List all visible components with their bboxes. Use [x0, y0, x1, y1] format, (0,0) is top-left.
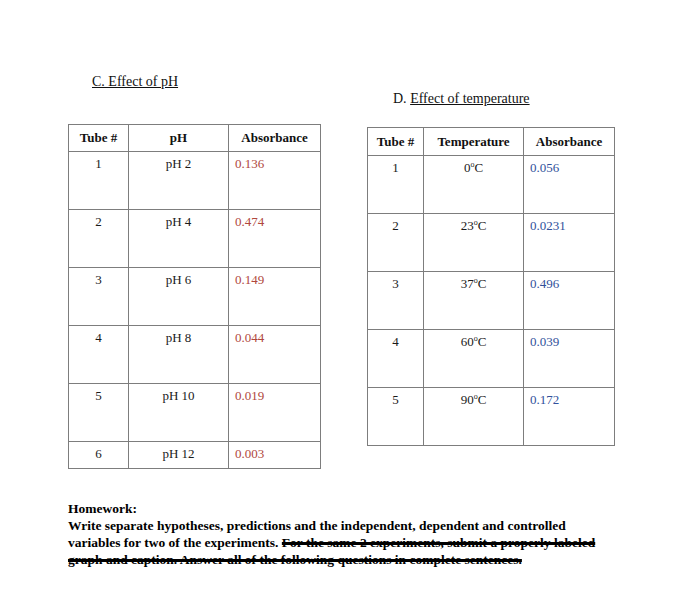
tube-cell: 3 — [368, 272, 424, 330]
temperature-cell: 0oC — [424, 156, 524, 214]
absorbance-cell: 0.019 — [229, 384, 321, 442]
homework-body: Write separate hypotheses, predictions a… — [68, 517, 608, 568]
ph-header-absorbance: Absorbance — [229, 125, 321, 152]
ph-cell: pH 6 — [129, 268, 229, 326]
absorbance-cell: 0.003 — [229, 442, 321, 469]
absorbance-cell: 0.149 — [229, 268, 321, 326]
section-d-title: D. Effect of temperature — [393, 91, 530, 107]
table-row: 4 pH 8 0.044 — [69, 326, 321, 384]
ph-table: Tube # pH Absorbance 1 pH 2 0.136 2 pH 4… — [68, 124, 321, 469]
tube-cell: 1 — [69, 152, 129, 210]
homework-heading: Homework: — [68, 500, 608, 517]
section-d-label: Effect of temperature — [410, 91, 529, 106]
ph-header-ph: pH — [129, 125, 229, 152]
temperature-cell: 60oC — [424, 330, 524, 388]
temperature-cell: 90oC — [424, 388, 524, 446]
document-page: C. Effect of pH D. Effect of temperature… — [0, 0, 700, 590]
temp-header-absorbance: Absorbance — [524, 128, 615, 156]
ph-cell: pH 2 — [129, 152, 229, 210]
table-row: 6 pH 12 0.003 — [69, 442, 321, 469]
table-row: 2 23oC 0.0231 — [368, 214, 615, 272]
unit-label: C — [478, 218, 487, 233]
temp-header-temperature: Temperature — [424, 128, 524, 156]
ph-cell: pH 10 — [129, 384, 229, 442]
tube-cell: 4 — [69, 326, 129, 384]
tube-cell: 2 — [69, 210, 129, 268]
table-row: 5 pH 10 0.019 — [69, 384, 321, 442]
absorbance-cell: 0.0231 — [524, 214, 615, 272]
absorbance-cell: 0.172 — [524, 388, 615, 446]
unit-label: C — [474, 160, 483, 175]
temperature-table: Tube # Temperature Absorbance 1 0oC 0.05… — [367, 127, 615, 446]
ph-header-tube: Tube # — [69, 125, 129, 152]
section-d-prefix: D. — [393, 91, 410, 106]
tube-cell: 6 — [69, 442, 129, 469]
tube-cell: 5 — [69, 384, 129, 442]
table-row: 3 pH 6 0.149 — [69, 268, 321, 326]
unit-label: C — [478, 276, 487, 291]
tube-cell: 1 — [368, 156, 424, 214]
absorbance-cell: 0.039 — [524, 330, 615, 388]
ph-cell: pH 12 — [129, 442, 229, 469]
section-c-title: C. Effect of pH — [92, 74, 178, 90]
absorbance-cell: 0.496 — [524, 272, 615, 330]
homework-block: Homework: Write separate hypotheses, pre… — [68, 500, 608, 568]
unit-label: C — [478, 392, 487, 407]
absorbance-cell: 0.136 — [229, 152, 321, 210]
table-row: 5 90oC 0.172 — [368, 388, 615, 446]
table-row: 4 60oC 0.039 — [368, 330, 615, 388]
absorbance-cell: 0.056 — [524, 156, 615, 214]
tube-cell: 2 — [368, 214, 424, 272]
table-row: 1 pH 2 0.136 — [69, 152, 321, 210]
ph-cell: pH 8 — [129, 326, 229, 384]
absorbance-cell: 0.474 — [229, 210, 321, 268]
table-row: 3 37oC 0.496 — [368, 272, 615, 330]
tube-cell: 4 — [368, 330, 424, 388]
absorbance-cell: 0.044 — [229, 326, 321, 384]
table-row: 2 pH 4 0.474 — [69, 210, 321, 268]
temperature-cell: 37oC — [424, 272, 524, 330]
temperature-cell: 23oC — [424, 214, 524, 272]
temp-header-row: Tube # Temperature Absorbance — [368, 128, 615, 156]
ph-cell: pH 4 — [129, 210, 229, 268]
table-row: 1 0oC 0.056 — [368, 156, 615, 214]
temp-header-tube: Tube # — [368, 128, 424, 156]
unit-label: C — [478, 334, 487, 349]
tube-cell: 3 — [69, 268, 129, 326]
tube-cell: 5 — [368, 388, 424, 446]
ph-header-row: Tube # pH Absorbance — [69, 125, 321, 152]
